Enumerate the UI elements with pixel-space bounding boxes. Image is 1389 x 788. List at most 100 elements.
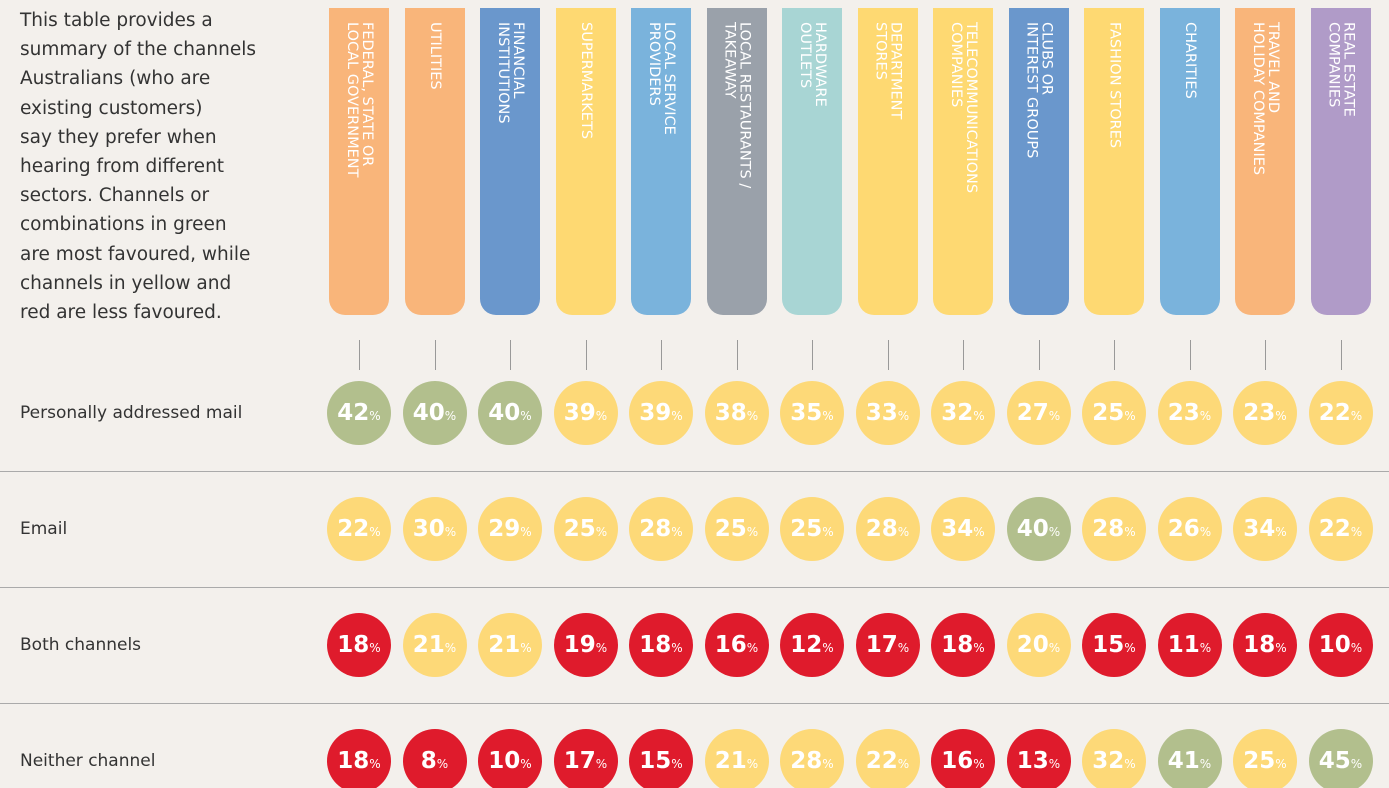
intro: This table provides a summary of the chan…	[20, 6, 256, 327]
value-label: 18	[639, 632, 672, 658]
header-line: PROVIDERS	[646, 22, 662, 106]
column-header: FASHION STORES	[1084, 8, 1144, 315]
value-label: 29	[488, 516, 521, 542]
header-line: LOCAL GOVERNMENT	[344, 22, 360, 178]
tick-line	[359, 340, 360, 370]
value-label: 25	[563, 516, 596, 542]
value-circle: 34%	[1233, 497, 1297, 561]
unit-label: %	[520, 409, 532, 423]
header-line: COMPANIES	[1325, 22, 1342, 108]
header-line: LOCAL SERVICE	[661, 22, 677, 135]
value-circle: 18%	[931, 613, 995, 677]
value-label: 39	[563, 400, 596, 426]
unit-label: %	[1275, 641, 1287, 655]
header-line: SUPERMARKETS	[578, 22, 594, 140]
header-line: INSTITUTIONS	[495, 22, 511, 124]
value-circle: 28%	[629, 497, 693, 561]
column-header-text: TRAVEL AND HOLIDAY COMPANIES	[1250, 8, 1281, 315]
column-header: REAL ESTATE COMPANIES	[1310, 8, 1371, 315]
value-label: 16	[941, 748, 974, 774]
value-circle: 17%	[855, 613, 920, 677]
value-circle: 10%	[478, 729, 542, 788]
unit-label: %	[1199, 641, 1212, 655]
value-label: 25	[1092, 400, 1125, 426]
header-line: TRAVEL AND	[1265, 22, 1281, 114]
header-line: UTILITIES	[427, 22, 443, 90]
unit-label: %	[595, 641, 608, 655]
value-circle: 23%	[1233, 381, 1297, 445]
value-circle: 16%	[704, 613, 769, 677]
header-line: LOCAL RESTAURANTS /	[736, 22, 753, 189]
value-label: 21	[488, 632, 521, 658]
value-circle: 25%	[1082, 381, 1146, 445]
unit-label: %	[1275, 409, 1287, 423]
value-circle: 16%	[931, 729, 995, 788]
unit-label: %	[973, 641, 985, 655]
value-circle: 21%	[478, 613, 542, 677]
value-label: 28	[639, 516, 672, 542]
value-label: 34	[1243, 516, 1276, 542]
value-circle: 22%	[855, 729, 920, 788]
value-label: 18	[941, 632, 974, 658]
unit-label: %	[671, 409, 683, 423]
value-circle: 25%	[780, 497, 844, 561]
value-circle: 27%	[1006, 381, 1071, 445]
unit-label: %	[1124, 409, 1136, 423]
column-header-text: DEPARTMENT STORES	[872, 8, 904, 315]
column-header: CLUBS OR INTEREST GROUPS	[1008, 8, 1069, 315]
unit-label: %	[1124, 757, 1136, 771]
header-line: TAKEAWAY	[721, 22, 738, 99]
value-circle: 17%	[553, 729, 618, 788]
value-label: 34	[941, 516, 974, 542]
value-circle: 22%	[1308, 497, 1373, 561]
value-label: 15	[1092, 632, 1125, 658]
unit-label: %	[436, 757, 449, 771]
unit-label: %	[671, 525, 683, 539]
value-label: 18	[337, 632, 370, 658]
value-circle: 29%	[478, 497, 542, 561]
header-line: TELECOMMUNICATIONS	[963, 22, 979, 194]
value-label: 10	[488, 748, 521, 774]
header-line: STORES	[872, 22, 889, 80]
column-header-text: UTILITIES	[427, 8, 443, 315]
unit-label: %	[369, 409, 381, 423]
intro-line: This table provides a	[20, 10, 213, 31]
row-separator	[0, 703, 1389, 704]
value-circle: 13%	[1006, 729, 1071, 788]
unit-label: %	[369, 641, 381, 655]
value-label: 40	[412, 400, 445, 426]
unit-label: %	[1048, 525, 1061, 539]
unit-label: %	[1048, 757, 1061, 771]
value-circle: 28%	[780, 729, 844, 788]
unit-label: %	[671, 641, 683, 655]
row-label: Both channels	[20, 635, 142, 655]
value-circle: 8%	[402, 729, 467, 788]
unit-label: %	[369, 525, 381, 539]
value-label: 10	[1318, 632, 1351, 658]
value-label: 28	[1092, 516, 1125, 542]
unit-label: %	[897, 641, 910, 655]
tick-line	[887, 340, 889, 370]
value-circle: 40%	[478, 381, 542, 445]
value-label: 22	[865, 748, 898, 774]
value-circle: 38%	[704, 381, 769, 445]
tick-line	[1189, 340, 1191, 370]
value-label: 13	[1016, 748, 1049, 774]
value-circle: 19%	[553, 613, 618, 677]
value-label: 22	[1318, 400, 1351, 426]
value-label: 17	[563, 748, 596, 774]
unit-label: %	[1350, 641, 1363, 655]
unit-label: %	[1124, 525, 1136, 539]
value-label: 16	[714, 632, 747, 658]
intro-line: are most favoured, while	[20, 243, 251, 265]
value-circle: 40%	[1006, 497, 1071, 561]
value-label: 33	[865, 400, 898, 426]
unit-label: %	[1275, 757, 1287, 771]
unit-label: %	[1350, 409, 1363, 423]
value-label: 17	[865, 632, 898, 658]
tick-line	[1114, 340, 1115, 370]
value-label: 45	[1318, 748, 1351, 774]
value-circle: 25%	[704, 497, 769, 561]
header-line: CLUBS OR	[1038, 22, 1055, 96]
